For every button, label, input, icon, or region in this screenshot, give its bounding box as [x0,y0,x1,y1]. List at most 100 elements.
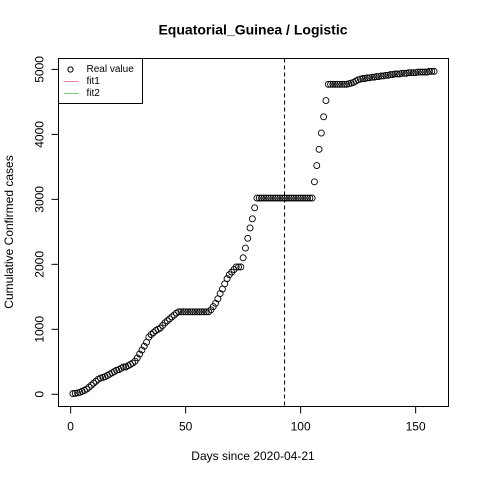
data-point [262,194,270,202]
data-point [405,69,413,77]
data-point [85,383,93,391]
data-point [288,194,295,202]
data-point [278,194,286,202]
data-point [331,80,339,88]
y-axis-label: Cumulative Confirmed cases [2,155,16,308]
data-point [198,308,206,316]
data-point [377,72,385,80]
data-point [267,194,275,202]
data-point [129,359,137,367]
plot-frame [58,58,449,407]
data-point [334,80,341,88]
data-point [163,317,171,325]
data-point [200,308,208,316]
data-point [386,71,394,79]
data-point [294,194,302,202]
data-point [327,80,335,88]
data-point [186,308,194,316]
data-point [69,390,77,398]
data-point [313,162,321,170]
data-point [391,70,399,78]
data-point [147,331,155,338]
data-point [232,263,240,271]
data-point [281,194,289,202]
data-point [338,80,346,88]
data-point [329,80,337,88]
data-point [136,350,144,358]
data-point [414,68,422,76]
data-point [189,308,196,316]
data-point [317,129,325,137]
data-point [407,69,415,77]
data-point [92,377,100,385]
legend-symbol [67,66,74,73]
data-point [400,69,408,77]
data-point [419,68,427,76]
data-point [71,389,79,397]
data-point [363,74,371,82]
data-point [241,244,249,252]
data-point [409,69,417,77]
data-point [421,68,429,76]
data-point [299,194,307,202]
data-point [322,97,330,105]
data-point [235,263,242,271]
chart-title: Equatorial_Guinea / Logistic [158,22,347,38]
data-point [368,73,376,81]
data-point [301,194,309,202]
data-point [133,354,141,362]
data-point [246,224,254,232]
legend-label: Real value [87,64,135,75]
data-point [276,194,284,202]
data-point [166,315,173,323]
data-point [285,194,293,202]
x-tick-label: 100 [291,420,311,434]
data-point [426,67,433,75]
data-point [258,194,266,202]
data-point [90,379,98,387]
data-point [83,385,91,393]
data-point [373,73,381,81]
data-point [315,145,323,153]
y-tick-label: 5000 [33,56,47,83]
data-point [290,194,298,202]
legend-label: fit2 [87,88,101,99]
data-point [223,275,231,283]
data-point [297,194,305,202]
data-point [304,194,312,202]
data-point [179,308,187,316]
legend-label: fit1 [87,76,101,87]
data-point [260,194,268,202]
data-point [255,194,263,202]
x-axis-label: Days since 2020-04-21 [191,449,315,463]
data-point [161,319,169,327]
data-point [149,329,157,337]
data-point [193,308,201,316]
data-point [140,342,148,350]
data-point [138,346,146,354]
data-point [87,381,95,389]
data-point [177,308,185,316]
x-tick-label: 150 [406,420,426,434]
data-point [237,263,245,271]
data-point [428,67,436,75]
y-tick-label: 1000 [33,316,47,343]
y-tick-label: 0 [33,391,47,398]
data-point [306,194,314,202]
data-point [269,194,277,202]
data-point [311,178,318,186]
data-point [308,194,316,202]
data-point [120,363,127,371]
data-point [382,71,390,79]
data-point [202,308,210,316]
data-point [244,234,252,242]
data-point [340,80,348,88]
data-point [336,80,344,88]
y-tick-label: 3000 [33,186,47,213]
data-point [430,67,438,75]
data-point [265,194,272,202]
data-point [184,308,192,316]
data-point [248,215,256,223]
data-point [170,311,178,319]
